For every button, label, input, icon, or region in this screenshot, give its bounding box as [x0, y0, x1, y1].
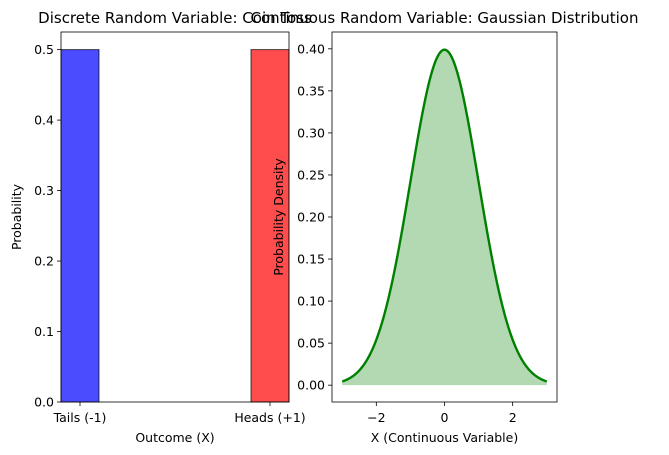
y-tick-label: 0.40 [297, 41, 325, 56]
x-axis-label-right: X (Continuous Variable) [371, 430, 518, 445]
y-ticks-right: 0.00 0.05 0.10 0.15 0.20 0.25 0.30 0.35 0.40 [297, 41, 332, 393]
bar-tails [60, 49, 100, 403]
x-tick-label: 0 [441, 410, 449, 425]
y-tick-label: 0.10 [297, 294, 325, 309]
y-tick-label: 0.25 [297, 167, 325, 182]
y-tick-label: 0.5 [34, 42, 54, 57]
y-axis-label-right: Probability Density [271, 158, 286, 276]
y-axis-label-left: Probability [9, 183, 24, 250]
density-curve [341, 48, 548, 383]
y-tick-label: 0.2 [34, 254, 54, 269]
x-ticks-left: Tails (-1) Heads (+1) [53, 402, 306, 425]
x-tick-label: 2 [509, 410, 517, 425]
x-tick-label: Heads (+1) [234, 410, 305, 425]
y-tick-label: 0.35 [297, 83, 325, 98]
y-ticks-left: 0.0 0.1 0.2 0.3 0.4 0.5 [34, 42, 61, 410]
x-axis-label-left: Outcome (X) [135, 430, 214, 445]
y-tick-label: 0.20 [297, 210, 325, 225]
bar-heads [250, 49, 290, 403]
plot-frame-left [60, 31, 290, 403]
y-tick-label: 0.05 [297, 336, 325, 351]
x-tick-label: −2 [367, 410, 385, 425]
continuous-chart: 0.00 0.05 0.10 0.15 0.20 0.25 0.30 0.35 0.40 −2 0… [250, 9, 638, 445]
bars [60, 49, 290, 403]
chart-title-right: Continuous Random Variable: Gaussian Dis… [250, 9, 638, 27]
chart-title-left: Discrete Random Variable: Coin Toss [38, 9, 312, 27]
y-tick-label: 0.3 [34, 183, 54, 198]
y-tick-label: 0.00 [297, 378, 325, 393]
discrete-chart: 0.00.10.20.30.40.5 Tails (-1) Heads (+1) … [9, 9, 312, 445]
y-tick-label: 0.0 [34, 395, 54, 410]
x-ticks-right: −2 0 2 [367, 402, 517, 425]
y-tick-label: 0.1 [34, 324, 54, 339]
x-tick-label: Tails (-1) [53, 410, 107, 425]
y-tick-label: 0.30 [297, 125, 325, 140]
density-fill-area [342, 49, 547, 386]
y-tick-label: 0.15 [297, 252, 325, 267]
y-tick-label: 0.4 [34, 113, 54, 128]
